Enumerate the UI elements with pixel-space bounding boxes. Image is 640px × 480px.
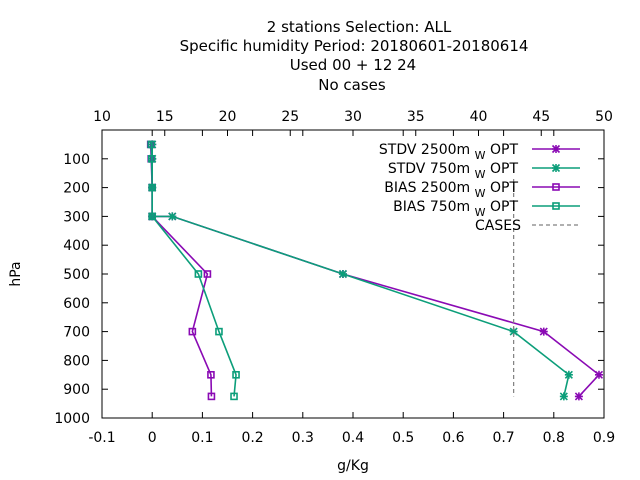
x2-tick-label: 30 — [344, 109, 362, 125]
x-tick-label: 0.3 — [292, 430, 314, 446]
y-tick-label: 900 — [63, 382, 90, 398]
top-x-axis: 10 15 20 25 30 35 40 45 50 — [93, 109, 613, 136]
y-tick-label: 1000 — [54, 411, 90, 427]
y-tick-label: 700 — [63, 325, 90, 341]
x-axis-label: g/Kg — [337, 458, 369, 474]
x-tick-label: 0.4 — [342, 430, 364, 446]
series-stdv-2500m — [148, 140, 604, 401]
data-point — [147, 155, 156, 163]
data-point — [148, 183, 156, 192]
y-tick-label: 200 — [63, 181, 90, 197]
data-point — [207, 392, 216, 401]
data-point — [147, 140, 155, 149]
chart-title: 2 stations Selection: ALL Specific humid… — [180, 18, 529, 94]
legend-item: BIAS 2500m W OPT — [384, 180, 580, 200]
y-tick-label: 800 — [63, 353, 90, 369]
x2-tick-label: 50 — [595, 109, 613, 125]
data-point — [203, 270, 212, 278]
legend-label: STDV 2500m W OPT — [379, 142, 519, 162]
title-line-2: Specific humidity Period: 20180601-20180… — [180, 37, 529, 55]
x-tick-label: 0 — [148, 430, 157, 446]
data-point — [574, 392, 583, 401]
title-line-1: 2 stations Selection: ALL — [267, 18, 452, 36]
y-tick-label: 500 — [63, 267, 90, 283]
data-point — [564, 370, 573, 379]
title-line-4: No cases — [318, 76, 386, 94]
x2-tick-label: 10 — [93, 109, 111, 125]
y-axis-label: hPa — [8, 261, 24, 286]
data-point — [338, 269, 348, 279]
legend-item: STDV 2500m W OPT — [379, 142, 580, 162]
x-axis: -0.1 0 0.1 0.2 0.3 0.4 0.5 0.6 0.7 0.8 0.9 — [88, 130, 615, 446]
data-point — [215, 327, 223, 336]
legend-item: STDV 750m W OPT — [388, 161, 580, 181]
x-tick-label: 0.6 — [442, 430, 464, 446]
x-tick-label: 0.1 — [191, 430, 213, 446]
data-point — [552, 202, 560, 210]
plot-frame — [101, 129, 605, 419]
legend-label: BIAS 2500m W OPT — [384, 180, 518, 200]
legend-item: BIAS 750m W OPT — [393, 199, 580, 219]
x-tick-label: 0.5 — [392, 430, 414, 446]
y-tick-label: 600 — [63, 296, 90, 312]
x2-tick-label: 20 — [219, 109, 237, 125]
data-point — [230, 392, 238, 401]
data-point — [188, 327, 197, 336]
x2-tick-label: 35 — [407, 109, 425, 125]
x-tick-label: 0.2 — [241, 430, 263, 446]
series-line — [151, 144, 601, 397]
legend-label: CASES — [475, 218, 521, 234]
data-point — [539, 327, 548, 336]
series-bias-750m — [147, 140, 240, 401]
y-tick-label: 400 — [63, 238, 90, 254]
y-axis: 100 200 300 400 500 600 700 800 900 1000 — [54, 152, 604, 427]
x-tick-label: -0.1 — [88, 430, 115, 446]
legend-label: STDV 750m W OPT — [388, 161, 519, 181]
series-line — [149, 144, 213, 397]
data-point — [168, 212, 177, 221]
x-tick-label: 0.7 — [492, 430, 514, 446]
data-point — [207, 370, 215, 379]
data-point — [148, 140, 157, 149]
x2-tick-label: 25 — [281, 109, 299, 125]
x-tick-label: 0.8 — [543, 430, 565, 446]
x2-tick-label: 45 — [532, 109, 550, 125]
data-point — [148, 212, 156, 221]
data-point — [551, 163, 561, 173]
series-line — [150, 144, 237, 397]
legend-item: CASES — [475, 218, 580, 234]
data-point — [552, 183, 560, 191]
y-tick-label: 300 — [63, 209, 90, 225]
data-point — [194, 270, 203, 278]
x2-tick-label: 15 — [156, 109, 174, 125]
series-bias-2500m — [146, 140, 216, 401]
legend-label: BIAS 750m W OPT — [393, 199, 518, 219]
data-point — [594, 370, 604, 379]
data-point — [232, 370, 240, 379]
x-tick-label: 0.9 — [593, 430, 615, 446]
data-point — [551, 144, 561, 154]
x2-tick-label: 40 — [470, 109, 488, 125]
series-layer — [146, 140, 604, 401]
data-point — [509, 327, 518, 336]
y-tick-label: 100 — [63, 152, 90, 168]
title-line-3: Used 00 + 12 24 — [290, 56, 416, 74]
data-point — [559, 392, 568, 401]
